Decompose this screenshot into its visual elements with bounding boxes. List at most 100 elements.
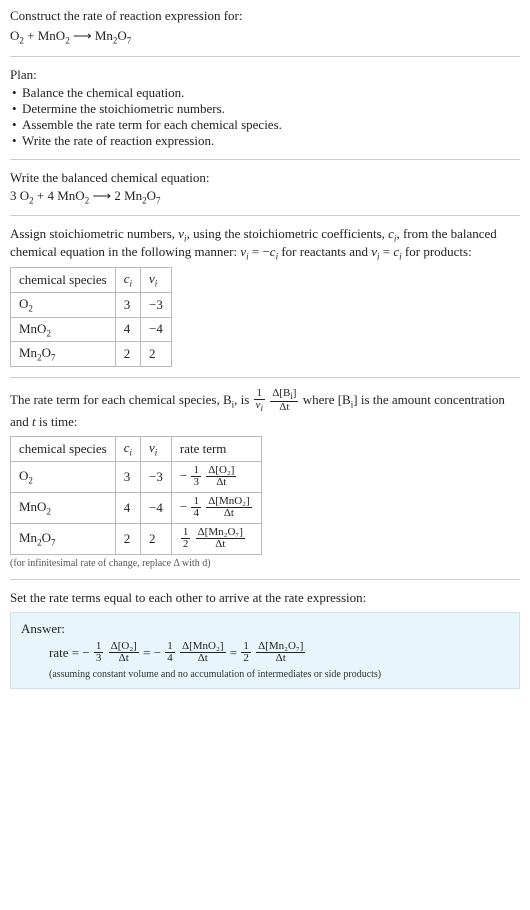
species-o2: O2 (20, 188, 34, 203)
table-header-row: chemical species ci νi rate term (11, 436, 262, 461)
cell-rate-term: 12 Δ[Mn₂O₇]Δt (171, 523, 261, 554)
species-mno2: MnO2 (38, 28, 70, 43)
table-row: O2 3 −3 (11, 292, 172, 317)
cell-ci: 4 (115, 492, 140, 523)
cell-ci: 4 (115, 317, 140, 342)
fraction: 14 (191, 496, 201, 520)
cell-nui: −4 (141, 317, 172, 342)
answer-label: Answer: (21, 621, 509, 637)
cell-ci: 2 (115, 342, 140, 367)
coeff: 4 (47, 188, 57, 203)
bullet-icon: • (12, 85, 22, 101)
plus-sign: + (24, 28, 38, 43)
plan-title: Plan: (10, 67, 520, 83)
reaction-arrow: ⟶ (70, 28, 95, 43)
cell-rate-term: − 14 Δ[MnO₂]Δt (171, 492, 261, 523)
bullet-icon: • (12, 133, 22, 149)
fraction: Δ[Mn₂O₇]Δt (196, 527, 245, 551)
cell-nui: −3 (141, 292, 172, 317)
answer-box: Answer: rate = − 13 Δ[O₂]Δt = − 14 Δ[MnO… (10, 612, 520, 689)
balanced-equation: 3 O2 + 4 MnO2 ⟶ 2 Mn2O7 (10, 188, 520, 206)
species-mn2o7: Mn2O7 (95, 28, 131, 43)
bullet-icon: • (12, 117, 22, 133)
stoich-section: Assign stoichiometric numbers, νi, using… (10, 226, 520, 367)
plan-item: •Assemble the rate term for each chemica… (12, 117, 520, 133)
answer-note: (assuming constant volume and no accumul… (49, 669, 509, 680)
fraction: 13 (191, 465, 201, 489)
coeff: 2 (114, 188, 124, 203)
stoich-intro: Assign stoichiometric numbers, νi, using… (10, 226, 520, 261)
cell-species: Mn2O7 (11, 342, 116, 367)
col-species: chemical species (11, 268, 116, 293)
fraction: Δ[O₂]Δt (206, 465, 236, 489)
divider (10, 215, 520, 216)
col-species: chemical species (11, 436, 116, 461)
fraction: Δ[O₂]Δt (109, 641, 139, 665)
plus-sign: + (34, 188, 48, 203)
fraction: 1νi (254, 388, 265, 414)
stoich-table: chemical species ci νi O2 3 −3 MnO2 4 −4… (10, 267, 172, 366)
plan-item-text: Assemble the rate term for each chemical… (22, 117, 282, 132)
cell-species: O2 (11, 292, 116, 317)
col-ci: ci (115, 436, 140, 461)
reaction-arrow: ⟶ (89, 188, 114, 203)
cell-species: Mn2O7 (11, 523, 116, 554)
table-row: O2 3 −3 − 13 Δ[O₂]Δt (11, 461, 262, 492)
rate-term-table: chemical species ci νi rate term O2 3 −3… (10, 436, 262, 555)
divider (10, 579, 520, 580)
plan-item-text: Write the rate of reaction expression. (22, 133, 214, 148)
cell-nui: 2 (141, 523, 172, 554)
fraction: 12 (241, 641, 251, 665)
coeff: 3 (10, 188, 20, 203)
plan-item-text: Balance the chemical equation. (22, 85, 184, 100)
balanced-section: Write the balanced chemical equation: 3 … (10, 170, 520, 206)
plan-item: •Balance the chemical equation. (12, 85, 520, 101)
cell-nui: −3 (141, 461, 172, 492)
rate-expression: rate = − 13 Δ[O₂]Δt = − 14 Δ[MnO₂]Δt = 1… (49, 641, 509, 665)
final-intro: Set the rate terms equal to each other t… (10, 590, 520, 606)
unbalanced-equation: O2 + MnO2 ⟶ Mn2O7 (10, 28, 520, 46)
fraction: Δ[MnO₂]Δt (206, 496, 251, 520)
divider (10, 377, 520, 378)
cell-species: MnO2 (11, 492, 116, 523)
table-row: MnO2 4 −4 − 14 Δ[MnO₂]Δt (11, 492, 262, 523)
rate-term-intro: The rate term for each chemical species,… (10, 388, 520, 430)
table-row: MnO2 4 −4 (11, 317, 172, 342)
bullet-icon: • (12, 101, 22, 117)
cell-species: O2 (11, 461, 116, 492)
species-mno2: MnO2 (57, 188, 89, 203)
header-section: Construct the rate of reaction expressio… (10, 8, 520, 46)
cell-species: MnO2 (11, 317, 116, 342)
fraction: 12 (181, 527, 191, 551)
table-row: Mn2O7 2 2 (11, 342, 172, 367)
table-row: Mn2O7 2 2 12 Δ[Mn₂O₇]Δt (11, 523, 262, 554)
col-rate-term: rate term (171, 436, 261, 461)
rate-term-section: The rate term for each chemical species,… (10, 388, 520, 569)
divider (10, 159, 520, 160)
fraction: 14 (165, 641, 175, 665)
species-mn2o7: Mn2O7 (124, 188, 160, 203)
cell-ci: 3 (115, 292, 140, 317)
plan-item: •Determine the stoichiometric numbers. (12, 101, 520, 117)
cell-ci: 2 (115, 523, 140, 554)
col-nui: νi (141, 268, 172, 293)
cell-ci: 3 (115, 461, 140, 492)
divider (10, 56, 520, 57)
prompt-text: Construct the rate of reaction expressio… (10, 8, 520, 24)
cell-nui: −4 (141, 492, 172, 523)
fraction: Δ[Bi]Δt (270, 388, 298, 414)
species-o2: O2 (10, 28, 24, 43)
final-section: Set the rate terms equal to each other t… (10, 590, 520, 689)
balanced-intro: Write the balanced chemical equation: (10, 170, 520, 186)
infinitesimal-note: (for infinitesimal rate of change, repla… (10, 558, 520, 569)
plan-item: •Write the rate of reaction expression. (12, 133, 520, 149)
fraction: 13 (94, 641, 104, 665)
col-nui: νi (141, 436, 172, 461)
cell-nui: 2 (141, 342, 172, 367)
cell-rate-term: − 13 Δ[O₂]Δt (171, 461, 261, 492)
table-header-row: chemical species ci νi (11, 268, 172, 293)
fraction: Δ[Mn₂O₇]Δt (256, 641, 305, 665)
plan-section: Plan: •Balance the chemical equation. •D… (10, 67, 520, 149)
col-ci: ci (115, 268, 140, 293)
plan-item-text: Determine the stoichiometric numbers. (22, 101, 225, 116)
